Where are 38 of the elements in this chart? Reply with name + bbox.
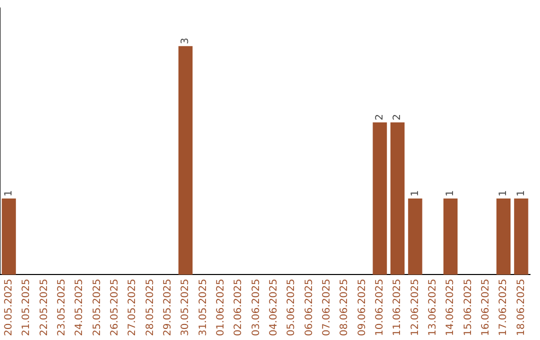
x-tick-label: 23.05.2025 (56, 278, 68, 336)
data-label: 1 (498, 190, 510, 197)
x-tick-label: 15.06.2025 (462, 278, 474, 336)
x-tick-label: 03.06.2025 (250, 278, 262, 336)
x-tick-label: 26.05.2025 (109, 278, 120, 336)
x-tick-label: 29.05.2025 (162, 278, 174, 336)
data-label: 1 (410, 190, 421, 197)
data-label: 1 (516, 190, 527, 197)
x-tick-label: 20.05.2025 (3, 278, 14, 336)
x-tick-label: 01.06.2025 (215, 278, 226, 336)
data-label: 1 (445, 190, 456, 197)
x-tick-label: 09.06.2025 (356, 278, 368, 336)
data-label: 2 (374, 114, 386, 120)
x-tick-label: 24.05.2025 (74, 278, 86, 336)
x-tick-label: 02.06.2025 (233, 278, 244, 336)
x-tick-label: 22.05.2025 (38, 278, 50, 336)
data-label: 1 (3, 190, 14, 197)
x-tick-label: 11.06.2025 (392, 278, 404, 336)
data-label: 3 (180, 38, 192, 44)
x-tick-label: 06.06.2025 (304, 278, 315, 336)
x-tick-label: 14.06.2025 (445, 278, 456, 336)
x-tick-label: 28.05.2025 (144, 278, 156, 336)
x-tick-label: 21.05.2025 (21, 278, 32, 336)
x-tick-label: 04.06.2025 (268, 278, 280, 336)
x-tick-label: 18.06.2025 (516, 278, 527, 336)
x-tick-label: 16.06.2025 (480, 278, 492, 336)
data-label: 2 (392, 114, 404, 120)
x-tick-label: 17.06.2025 (498, 278, 510, 336)
x-tick-label: 13.06.2025 (427, 278, 438, 336)
x-tick-label: 27.05.2025 (127, 278, 138, 336)
x-tick-label: 25.05.2025 (92, 278, 103, 336)
x-tick-label: 31.05.2025 (198, 278, 209, 336)
x-tick-label: 08.06.2025 (339, 278, 350, 336)
x-tick-label: 30.05.2025 (180, 278, 192, 336)
x-tick-label: 05.06.2025 (286, 278, 298, 336)
x-tick-label: 07.06.2025 (321, 278, 332, 336)
x-tick-label: 10.06.2025 (374, 278, 386, 336)
x-tick-label: 12.06.2025 (410, 278, 421, 336)
